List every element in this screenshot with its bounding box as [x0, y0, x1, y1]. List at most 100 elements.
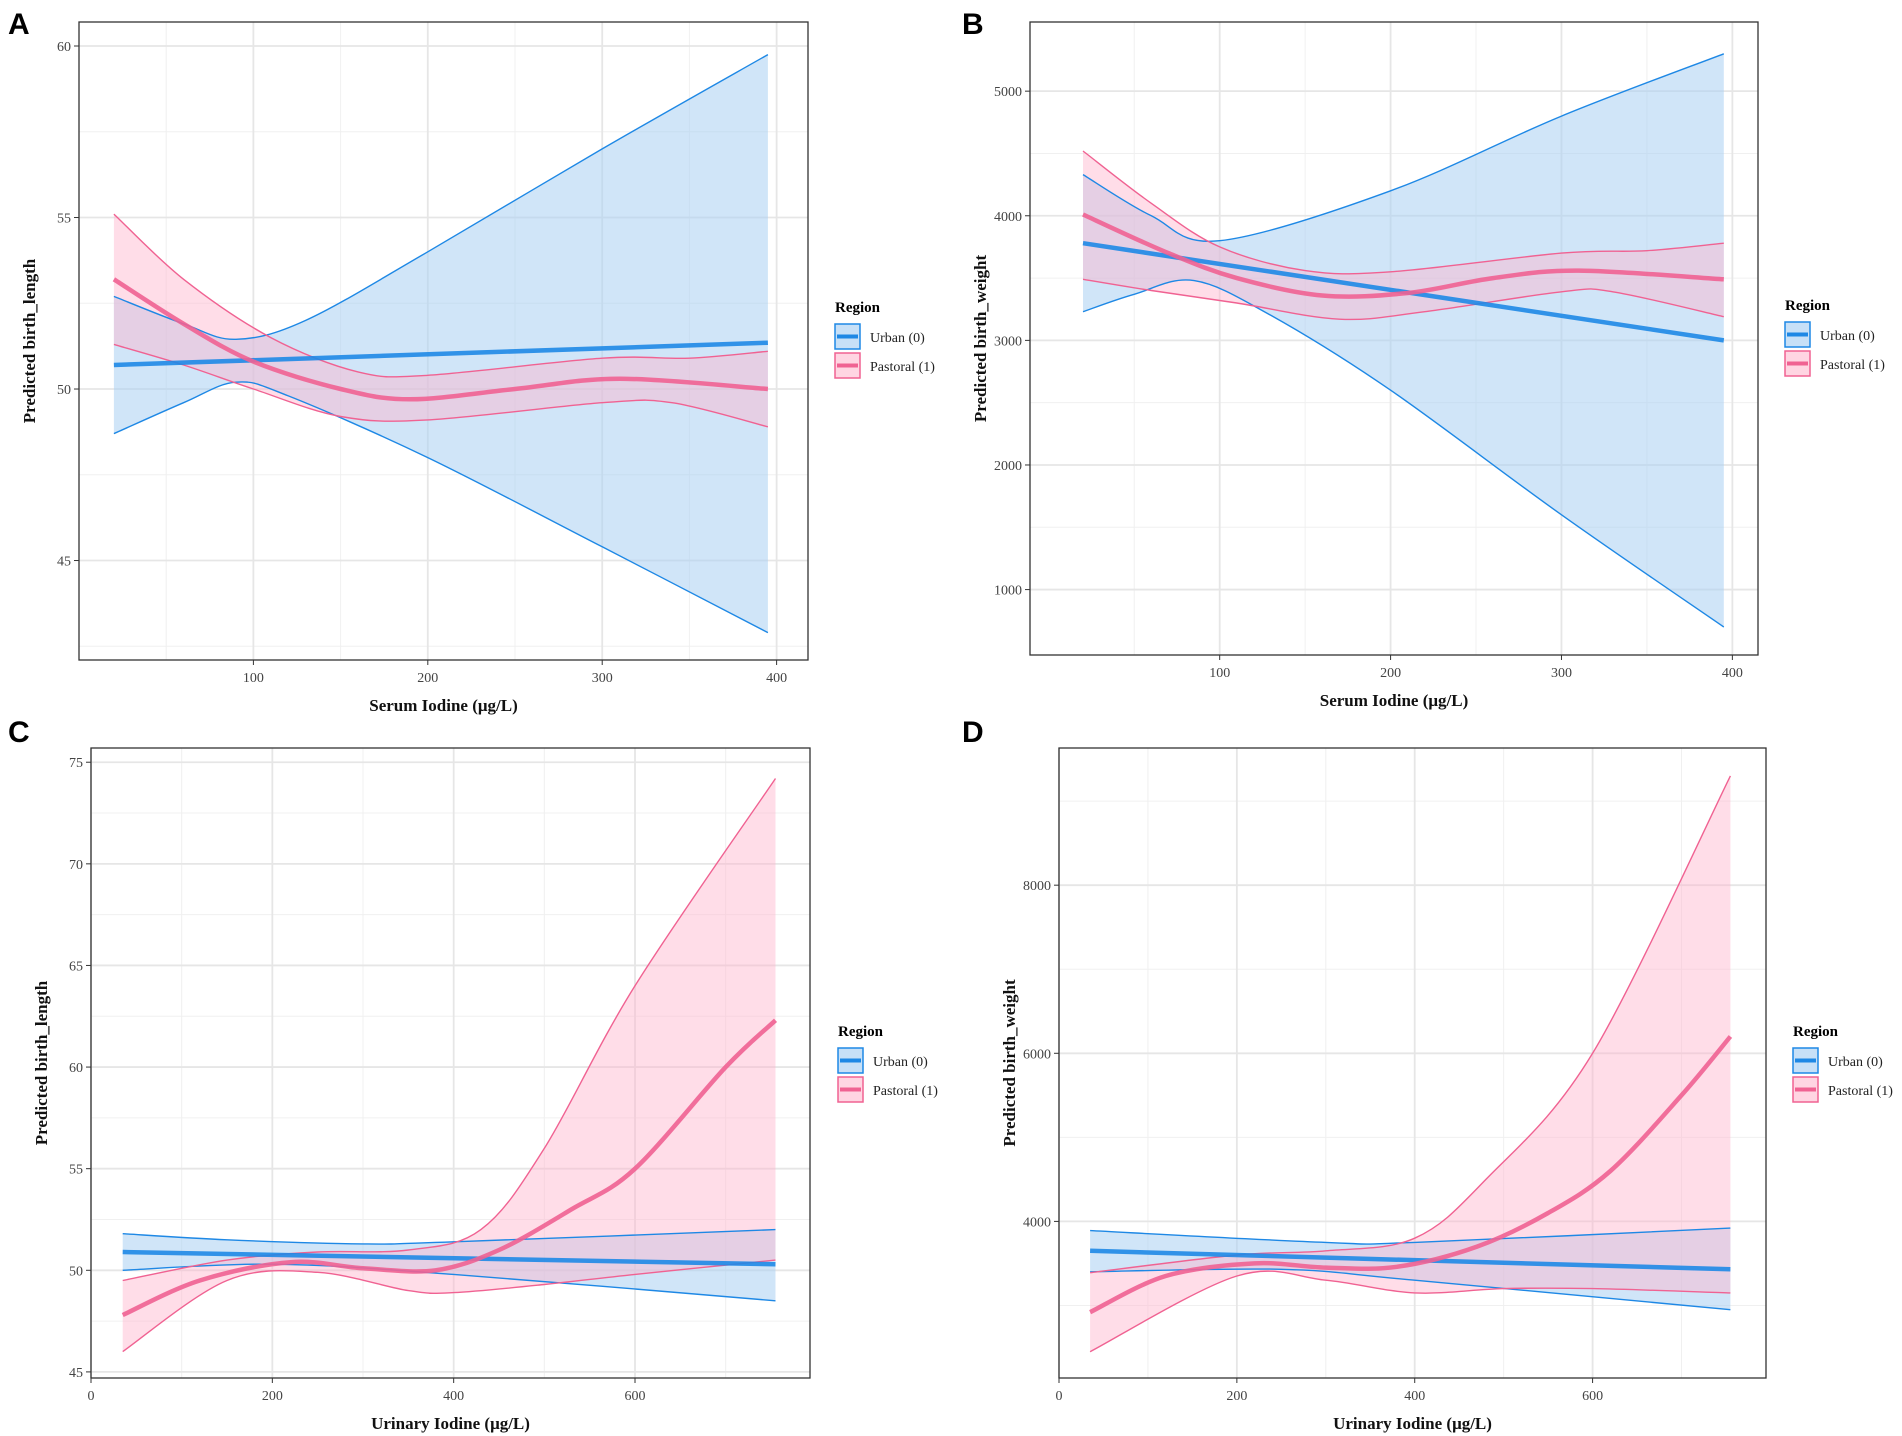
legend-item-label: Pastoral (1) — [1828, 1084, 1893, 1099]
panel-label: D — [962, 716, 984, 749]
x-axis-title: Urinary Iodine (μg/L) — [1333, 1414, 1492, 1433]
plot-area — [112, 53, 769, 634]
y-tick-label: 65 — [69, 959, 83, 974]
x-tick-label: 400 — [766, 671, 787, 686]
legend-item-label: Urban (0) — [1820, 329, 1875, 344]
plot-area — [1082, 53, 1725, 628]
x-axis-title: Serum Iodine (μg/L) — [369, 696, 517, 715]
ci-lower-urban — [113, 381, 769, 634]
legend: Region Urban (0) Pastoral (1) — [1792, 1024, 1893, 1103]
plot-area — [121, 778, 778, 1353]
y-tick-label: 3000 — [994, 334, 1022, 349]
panel-d: D 0 200 400 600 4000 6000 8000 Urinary Iodine (μ… — [962, 716, 1893, 1433]
plot-area — [1089, 775, 1733, 1353]
y-tick-label: 70 — [69, 858, 83, 873]
y-tick-label: 5000 — [994, 85, 1022, 100]
legend-title: Region — [838, 1024, 884, 1040]
ci-ribbon-pastoral — [122, 778, 776, 1352]
ci-ribbon-urban — [113, 54, 768, 633]
panel-a: A 100 200 300 400 45 50 55 60 Serum Iodine (μg/L)… — [8, 8, 935, 715]
legend: Region Urban (0) Pastoral (1) — [837, 1024, 938, 1103]
ci-ribbon-pastoral — [1083, 151, 1724, 320]
legend: Region Urban (0) Pastoral (1) — [834, 300, 935, 379]
x-tick-label: 0 — [1056, 1389, 1063, 1404]
y-tick-label: 4000 — [1023, 1215, 1051, 1230]
panel-label: C — [8, 716, 30, 749]
x-axis-title: Serum Iodine (μg/L) — [1320, 691, 1468, 710]
x-tick-label: 400 — [1722, 666, 1743, 681]
x-tick-label: 100 — [1209, 666, 1230, 681]
plot-frame — [90, 747, 811, 1379]
x-tick-label: 600 — [625, 1389, 646, 1404]
ci-ribbon-urban — [122, 1229, 776, 1301]
y-tick-label: 45 — [57, 555, 71, 570]
y-axis-title: Predicted birth_length — [32, 980, 51, 1145]
y-tick-label: 50 — [69, 1264, 83, 1279]
y-tick-label: 2000 — [994, 459, 1022, 474]
legend: Region Urban (0) Pastoral (1) — [1784, 298, 1885, 377]
ci-upper-urban — [122, 1228, 776, 1245]
y-axis-title: Predicted birth_length — [20, 258, 39, 423]
x-tick-label: 400 — [443, 1389, 464, 1404]
ci-upper-pastoral — [113, 213, 768, 378]
fit-line-urban — [1090, 1248, 1731, 1272]
y-tick-label: 4000 — [994, 210, 1022, 225]
x-axis-title: Urinary Iodine (μg/L) — [371, 1414, 530, 1433]
y-tick-label: 60 — [69, 1061, 83, 1076]
x-tick-label: 200 — [1380, 666, 1401, 681]
fit-line-pastoral — [121, 1018, 778, 1318]
fit-line-urban — [113, 340, 768, 368]
ci-lower-pastoral — [113, 343, 769, 428]
y-tick-label: 60 — [57, 40, 71, 55]
plot-frame — [1058, 747, 1767, 1379]
legend-title: Region — [1785, 298, 1831, 314]
y-tick-label: 8000 — [1023, 879, 1051, 894]
ci-upper-pastoral — [1082, 150, 1724, 275]
panel-c: C 0 200 400 600 45 50 55 60 65 70 75 Urinary Iodine … — [8, 716, 938, 1433]
fit-line-pastoral — [1089, 1035, 1733, 1315]
panel-b: B 100 200 300 400 1000 2000 3000 4000 5000 Serum I… — [962, 8, 1885, 710]
y-tick-label: 45 — [69, 1366, 83, 1381]
plot-frame — [1029, 21, 1759, 656]
ci-upper-pastoral — [122, 778, 777, 1282]
ci-ribbon-urban — [1083, 53, 1724, 628]
ci-lower-urban — [1082, 279, 1725, 628]
fit-line-pastoral — [112, 277, 769, 402]
fit-line-urban — [122, 1249, 776, 1267]
ci-ribbon-pastoral — [1090, 775, 1731, 1352]
legend-title: Region — [1793, 1024, 1839, 1040]
legend-item-label: Pastoral (1) — [870, 360, 935, 375]
ci-ribbon-urban — [1090, 1228, 1731, 1310]
x-tick-label: 600 — [1582, 1389, 1603, 1404]
fit-line-pastoral — [1082, 212, 1724, 299]
y-tick-label: 55 — [69, 1163, 83, 1178]
ci-upper-urban — [1082, 53, 1725, 242]
y-axis-title: Predicted birth_weight — [971, 255, 990, 423]
y-tick-label: 55 — [57, 212, 71, 227]
ci-upper-urban — [1090, 1227, 1731, 1245]
ci-lower-pastoral — [122, 1259, 776, 1353]
legend-item-label: Urban (0) — [1828, 1055, 1883, 1070]
y-tick-label: 6000 — [1023, 1047, 1051, 1062]
plot-frame — [78, 21, 809, 661]
x-tick-label: 200 — [1226, 1389, 1247, 1404]
x-tick-label: 0 — [88, 1389, 95, 1404]
legend-item-label: Pastoral (1) — [873, 1084, 938, 1099]
x-tick-label: 100 — [243, 671, 264, 686]
legend-item-label: Urban (0) — [873, 1055, 928, 1070]
legend-title: Region — [835, 300, 881, 316]
x-tick-label: 300 — [1551, 666, 1572, 681]
x-tick-label: 400 — [1404, 1389, 1425, 1404]
x-tick-label: 200 — [262, 1389, 283, 1404]
panel-label: B — [962, 8, 984, 41]
panel-label: A — [8, 8, 30, 41]
ci-lower-pastoral — [1082, 278, 1724, 321]
x-tick-label: 300 — [592, 671, 613, 686]
ci-ribbon-pastoral — [113, 214, 768, 427]
x-tick-label: 200 — [417, 671, 438, 686]
y-axis-title: Predicted birth_weight — [1000, 979, 1019, 1147]
ci-lower-pastoral — [1089, 1270, 1731, 1353]
y-tick-label: 75 — [69, 756, 83, 771]
y-tick-label: 50 — [57, 383, 71, 398]
